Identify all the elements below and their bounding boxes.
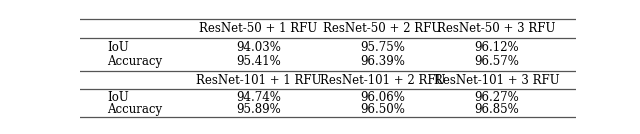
Text: 96.39%: 96.39% bbox=[360, 55, 405, 68]
Text: 96.85%: 96.85% bbox=[474, 103, 519, 116]
Text: Accuracy: Accuracy bbox=[108, 103, 163, 116]
Text: 96.27%: 96.27% bbox=[474, 91, 519, 104]
Text: ResNet-50 + 1 RFU: ResNet-50 + 1 RFU bbox=[200, 22, 317, 35]
Text: 95.89%: 95.89% bbox=[236, 103, 281, 116]
Text: 95.75%: 95.75% bbox=[360, 41, 405, 54]
Text: ResNet-50 + 2 RFU: ResNet-50 + 2 RFU bbox=[323, 22, 442, 35]
Text: ResNet-101 + 3 RFU: ResNet-101 + 3 RFU bbox=[434, 74, 559, 87]
Text: 96.06%: 96.06% bbox=[360, 91, 405, 104]
Text: 94.74%: 94.74% bbox=[236, 91, 281, 104]
Text: 94.03%: 94.03% bbox=[236, 41, 281, 54]
Text: ResNet-50 + 3 RFU: ResNet-50 + 3 RFU bbox=[438, 22, 556, 35]
Text: 95.41%: 95.41% bbox=[236, 55, 281, 68]
Text: 96.12%: 96.12% bbox=[474, 41, 519, 54]
Text: 96.57%: 96.57% bbox=[474, 55, 519, 68]
Text: ResNet-101 + 1 RFU: ResNet-101 + 1 RFU bbox=[196, 74, 321, 87]
Text: Accuracy: Accuracy bbox=[108, 55, 163, 68]
Text: IoU: IoU bbox=[108, 41, 129, 54]
Text: 96.50%: 96.50% bbox=[360, 103, 405, 116]
Text: IoU: IoU bbox=[108, 91, 129, 104]
Text: ResNet-101 + 2 RFU: ResNet-101 + 2 RFU bbox=[320, 74, 445, 87]
